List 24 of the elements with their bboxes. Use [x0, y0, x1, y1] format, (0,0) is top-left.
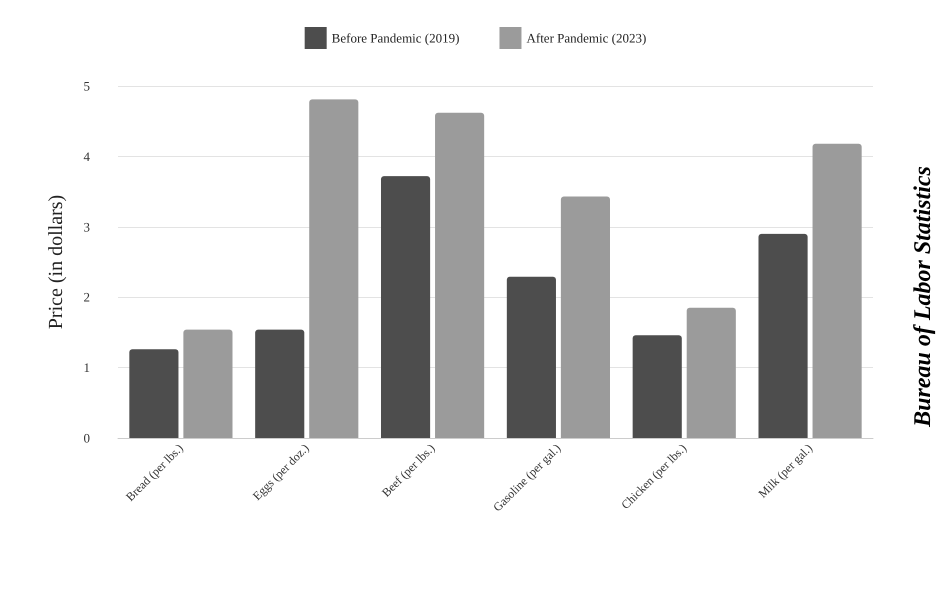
bar [632, 335, 682, 438]
bar [309, 99, 358, 438]
bar [435, 112, 484, 438]
x-tick-label: Milk (per gal.) [755, 441, 816, 501]
legend-label: After Pandemic (2023) [526, 30, 646, 46]
bar [560, 196, 610, 438]
bar [183, 330, 233, 438]
y-tick-label: 1 [84, 360, 90, 376]
bar [506, 276, 556, 438]
y-tick-label: 5 [84, 78, 90, 94]
y-axis-title: Price (in dollars) [45, 194, 67, 330]
legend-label: Before Pandemic (2019) [332, 30, 460, 46]
bar [380, 176, 430, 438]
bar [129, 349, 178, 438]
x-tick-label: Eggs (per doz.) [250, 441, 312, 503]
y-tick-label: 4 [84, 148, 90, 164]
text: Bureau of Labor Statistics [910, 166, 936, 428]
bar [686, 308, 736, 438]
bar [758, 234, 808, 438]
y-tick-label: 2 [84, 290, 90, 305]
bar [255, 330, 304, 438]
y-tick-label: 3 [84, 219, 90, 234]
bar [812, 144, 862, 438]
y-tick-label: 0 [84, 430, 90, 446]
